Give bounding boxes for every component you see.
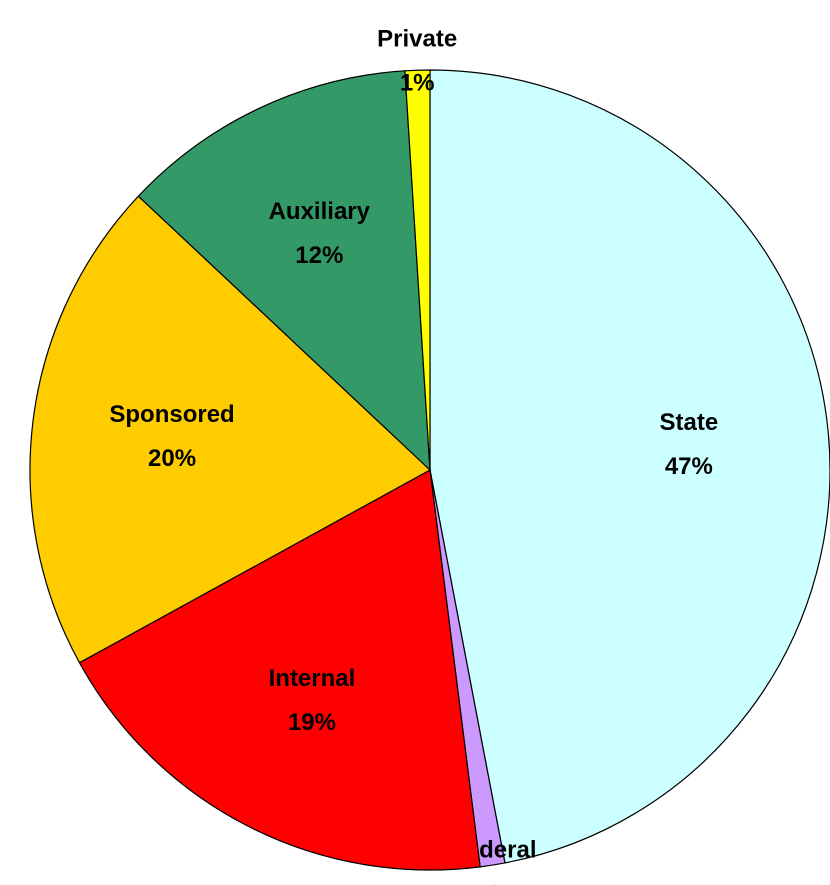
- slice-value: 1%: [476, 880, 511, 885]
- slice-value: 20%: [148, 445, 196, 472]
- pie-slice: [78, 469, 481, 871]
- slice-value: 12%: [295, 242, 343, 269]
- slice-label: Auxiliary: [269, 198, 371, 225]
- slice-value: 47%: [665, 453, 713, 480]
- slice-label: Sponsored: [109, 401, 234, 428]
- pie-slice: [29, 195, 432, 664]
- slice-label: Internal: [269, 665, 356, 692]
- pie-slice: [429, 69, 830, 864]
- slice-label: State: [660, 409, 719, 436]
- slice-value: 1%: [400, 70, 435, 97]
- pie-slice: [137, 70, 431, 472]
- slice-value: 19%: [288, 709, 336, 736]
- pie-slice: [404, 69, 431, 471]
- slice-label: Private: [377, 26, 457, 53]
